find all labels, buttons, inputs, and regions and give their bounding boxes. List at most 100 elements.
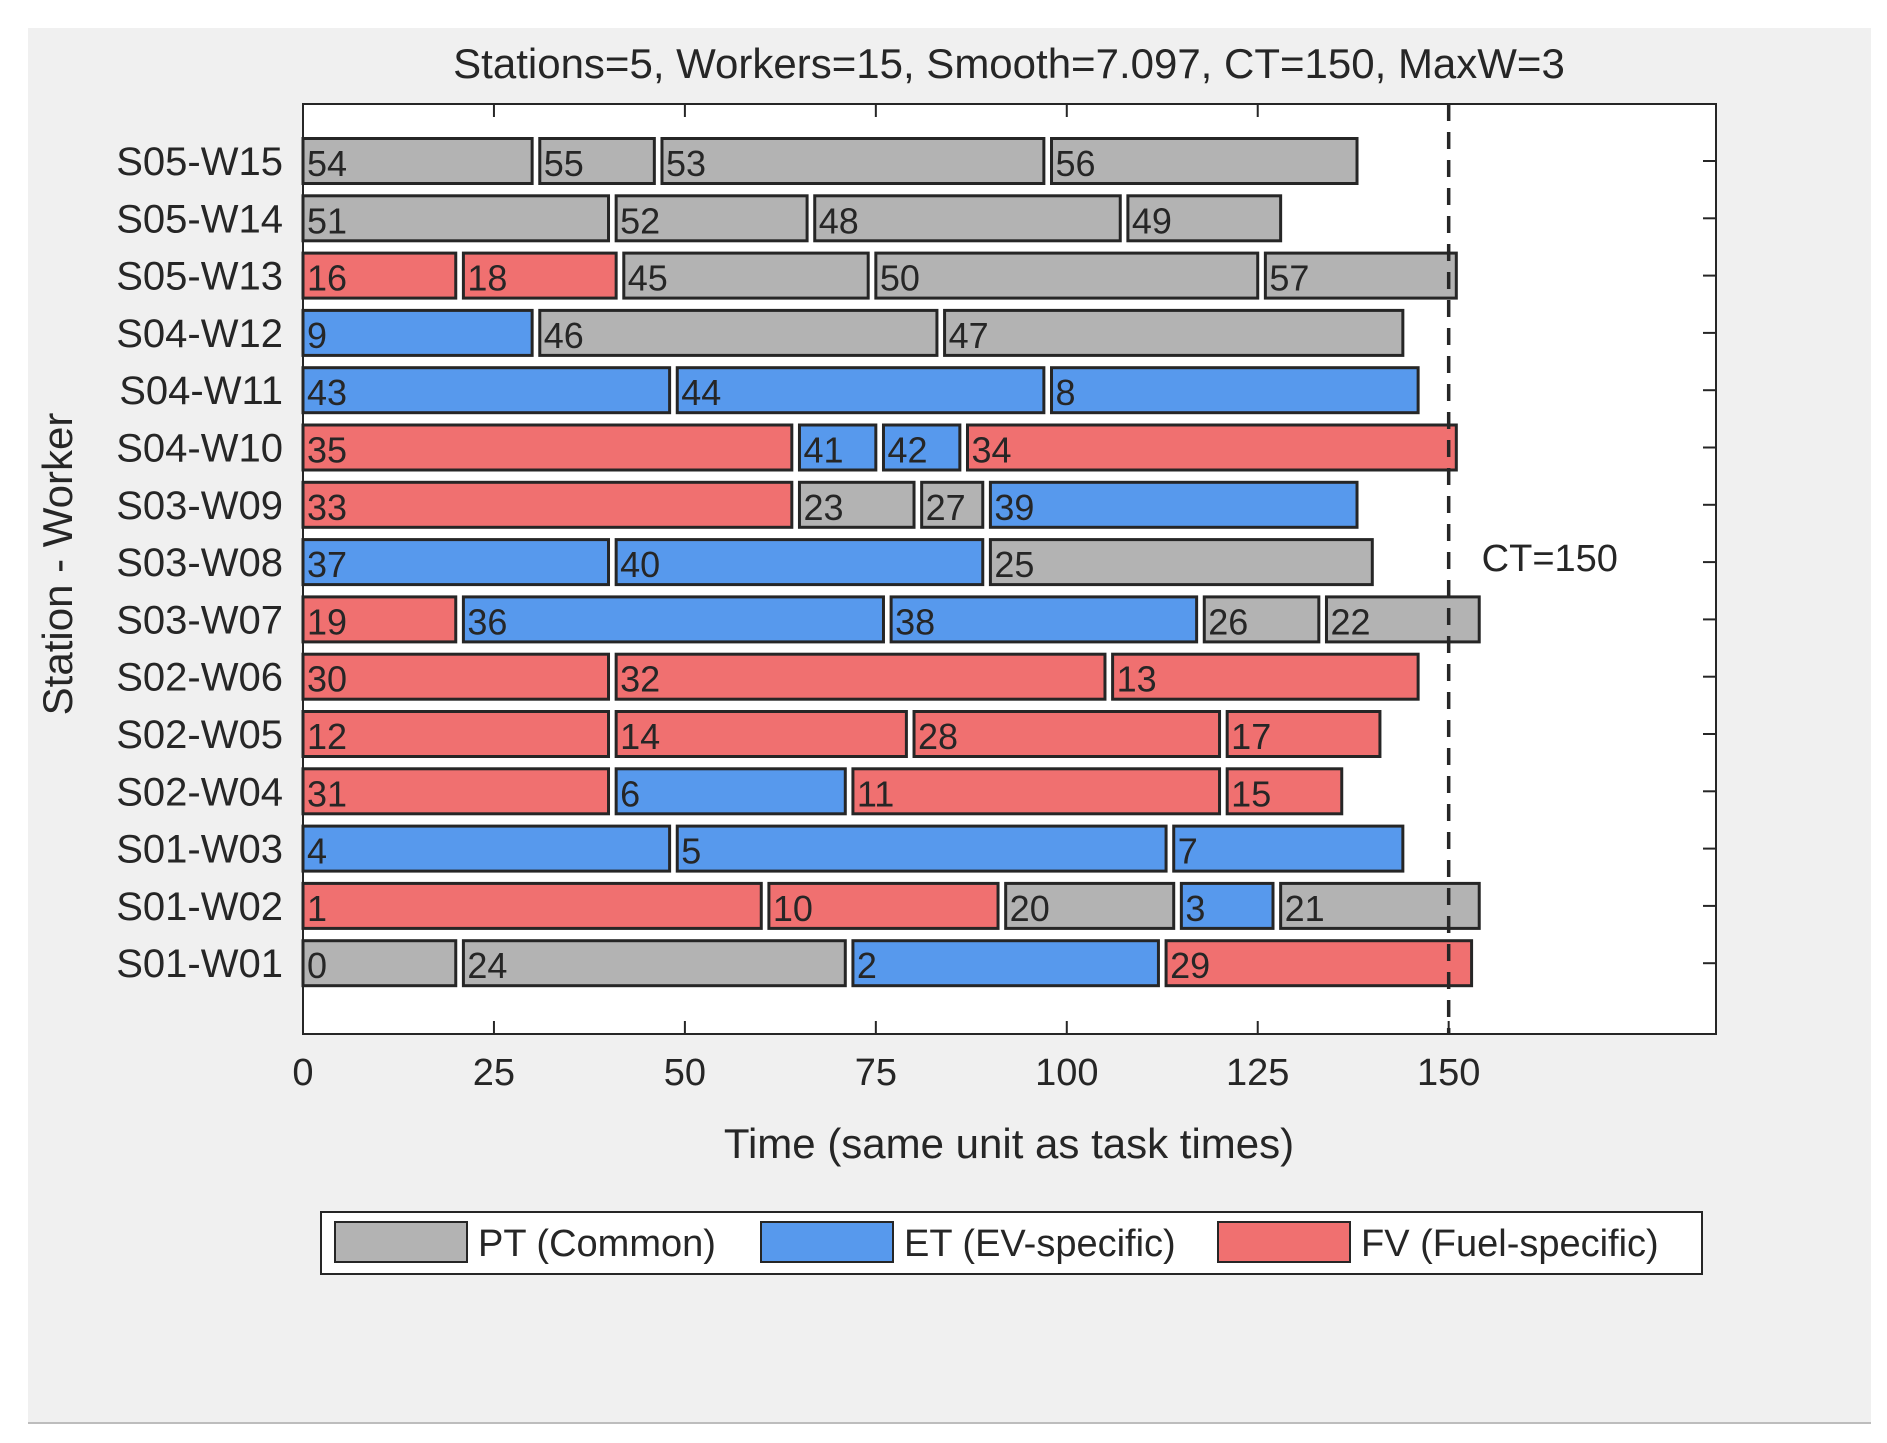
y-tick-labels: S05-W15 S05-W14 S05-W13 S04-W12 S04-W11 S04-W… [116,140,283,986]
task-label: 50 [880,258,920,299]
axes-frame [302,103,1717,1035]
task-bar [614,767,847,816]
task-bar [813,194,1122,243]
task-bar [889,595,1199,644]
task-label: 54 [307,143,347,184]
task-label: 3 [1185,888,1205,929]
task-label: 9 [307,315,327,356]
task-label: 8 [1056,372,1076,413]
task-label: 18 [467,258,507,299]
task-bar [1050,137,1359,185]
y-tick-label: S03-W09 [116,484,283,528]
task-bar [1164,939,1474,988]
legend-swatch-et [760,1221,894,1263]
task-bar [538,137,656,185]
task-label: 41 [803,430,843,471]
task-bar [912,710,1222,758]
task-label: 43 [307,372,347,413]
task-label: 19 [307,601,347,642]
task-label: 1 [307,888,327,929]
task-bar [301,137,534,185]
y-tick-label: S04-W10 [116,427,283,471]
x-axis-label: Time (same unit as task times) [724,1120,1294,1167]
task-bar [1179,881,1275,930]
y-tick-label: S03-W08 [116,541,283,585]
task-label: 25 [994,544,1034,585]
task-label: 39 [994,487,1034,528]
legend-label-pt: PT (Common) [478,1223,716,1265]
task-label: 34 [971,430,1011,471]
x-tick-label: 0 [292,1052,313,1094]
task-label: 5 [681,831,701,872]
task-bar [675,366,1046,415]
y-tick-label: S05-W14 [116,197,283,241]
y-tick-label: S02-W06 [116,656,283,700]
y-tick-label: S02-W05 [116,713,283,757]
task-bar [1202,595,1321,644]
task-bar [301,652,611,701]
x-tick-label: 125 [1226,1052,1289,1094]
task-bar [881,423,962,472]
task-bar [797,423,878,472]
task-bar [538,308,939,357]
cycle-time-marker: CT=150 [1446,104,1618,1034]
task-label: 44 [681,372,721,413]
task-label: 33 [307,487,347,528]
task-bar [301,308,534,357]
task-label: 29 [1170,945,1210,986]
y-axis-label: Station - Worker [34,413,81,716]
task-bar [988,538,1374,587]
task-label: 24 [467,945,507,986]
x-tick-label: 150 [1417,1052,1480,1094]
legend-label-fv: FV (Fuel-specific) [1361,1223,1659,1265]
cycle-time-label: CT=150 [1482,538,1618,580]
task-bar [301,423,794,472]
legend-box [320,1211,1703,1275]
y-tick-label: S04-W11 [119,369,283,413]
task-label: 53 [666,143,706,184]
y-tick-label: S05-W13 [116,255,283,299]
task-label: 2 [857,945,877,986]
y-tick-label: S02-W04 [116,770,283,814]
task-bar [1172,824,1405,873]
figure-window: 54 55 53 56 51 52 48 49 16 18 45 50 57 9 46 47 43 44 8 35 41… [28,28,1871,1424]
task-label: 42 [887,430,927,471]
task-bar [874,251,1260,300]
task-label: 23 [803,487,843,528]
task-label: 32 [620,659,660,700]
x-tick-label: 25 [473,1052,515,1094]
task-label: 15 [1231,773,1271,814]
task-bar [301,881,763,930]
task-bar [1126,194,1283,243]
task-label: 7 [1178,831,1198,872]
task-bar [614,652,1107,701]
legend-swatch-fv [1217,1221,1351,1263]
task-bar [301,710,611,758]
chart-title: Stations=5, Workers=15, Smooth=7.097, CT… [453,40,1565,87]
x-tick-labels: 0 25 50 75 100 125 150 [292,1052,1480,1094]
task-label: 21 [1285,888,1325,929]
task-label: 35 [307,430,347,471]
task-label: 52 [620,200,660,241]
task-label: 57 [1269,258,1309,299]
task-bar [920,480,985,529]
task-bar [1004,881,1176,930]
legend-swatch-pt [334,1221,468,1263]
task-label: 28 [918,716,958,757]
task-label: 0 [307,945,327,986]
task-bar [461,595,885,644]
task-label: 16 [307,258,347,299]
task-bar [1279,881,1481,930]
task-bar [614,538,985,587]
task-bar [767,881,1000,930]
task-label: 12 [307,716,347,757]
task-label: 38 [895,601,935,642]
task-label: 13 [1117,659,1157,700]
legend: PT (Common) ET (EV-specific) FV (Fuel-spec… [320,1211,1703,1275]
y-tick-label: S03-W07 [116,598,283,642]
y-tick-label: S01-W01 [116,942,283,986]
task-label: 31 [307,773,347,814]
task-bar [965,423,1458,472]
